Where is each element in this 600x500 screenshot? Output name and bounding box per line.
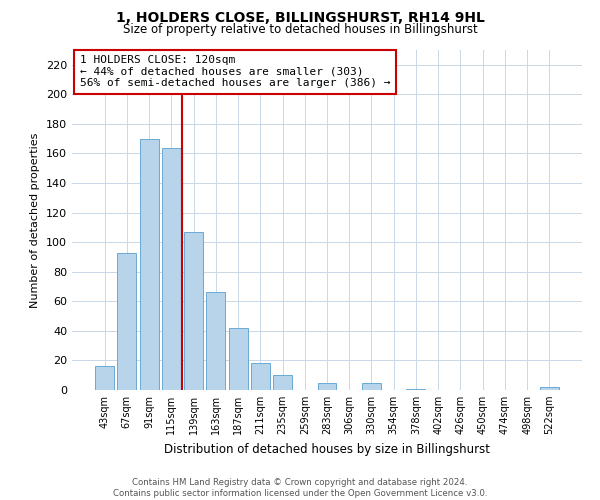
Bar: [95, 366, 114, 390]
Bar: [184, 232, 203, 390]
Bar: [251, 364, 270, 390]
Bar: [317, 382, 337, 390]
Bar: [362, 382, 381, 390]
X-axis label: Distribution of detached houses by size in Billingshurst: Distribution of detached houses by size …: [164, 442, 490, 456]
Y-axis label: Number of detached properties: Number of detached properties: [31, 132, 40, 308]
Bar: [406, 388, 425, 390]
Bar: [206, 292, 225, 390]
Bar: [229, 328, 248, 390]
Text: Contains HM Land Registry data © Crown copyright and database right 2024.
Contai: Contains HM Land Registry data © Crown c…: [113, 478, 487, 498]
Bar: [162, 148, 181, 390]
Bar: [273, 375, 292, 390]
Text: 1, HOLDERS CLOSE, BILLINGSHURST, RH14 9HL: 1, HOLDERS CLOSE, BILLINGSHURST, RH14 9H…: [116, 11, 484, 25]
Bar: [118, 252, 136, 390]
Bar: [540, 387, 559, 390]
Text: 1 HOLDERS CLOSE: 120sqm
← 44% of detached houses are smaller (303)
56% of semi-d: 1 HOLDERS CLOSE: 120sqm ← 44% of detache…: [80, 55, 390, 88]
Text: Size of property relative to detached houses in Billingshurst: Size of property relative to detached ho…: [122, 22, 478, 36]
Bar: [140, 138, 158, 390]
